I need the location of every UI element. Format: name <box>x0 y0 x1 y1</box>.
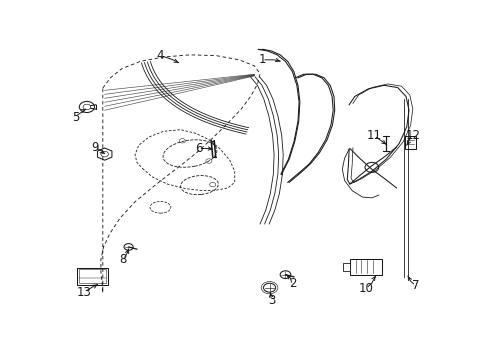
Circle shape <box>124 244 133 250</box>
Circle shape <box>79 102 94 112</box>
Text: 8: 8 <box>119 253 126 266</box>
Text: 3: 3 <box>267 294 275 307</box>
Text: 9: 9 <box>91 141 99 154</box>
Circle shape <box>365 162 378 172</box>
Text: 2: 2 <box>289 277 296 290</box>
Bar <box>405 136 415 149</box>
Circle shape <box>280 271 290 279</box>
Bar <box>77 268 108 285</box>
Text: 4: 4 <box>156 49 164 62</box>
Text: 13: 13 <box>76 286 91 299</box>
Bar <box>79 269 105 283</box>
Text: 5: 5 <box>72 111 79 124</box>
Bar <box>343 263 349 270</box>
Bar <box>349 258 381 275</box>
Text: 12: 12 <box>405 129 420 142</box>
Text: 10: 10 <box>358 282 372 295</box>
Text: 1: 1 <box>259 53 266 66</box>
Circle shape <box>263 283 275 292</box>
Text: 6: 6 <box>195 142 203 155</box>
Text: 7: 7 <box>411 279 419 292</box>
Polygon shape <box>97 148 112 160</box>
Text: 11: 11 <box>366 129 381 142</box>
